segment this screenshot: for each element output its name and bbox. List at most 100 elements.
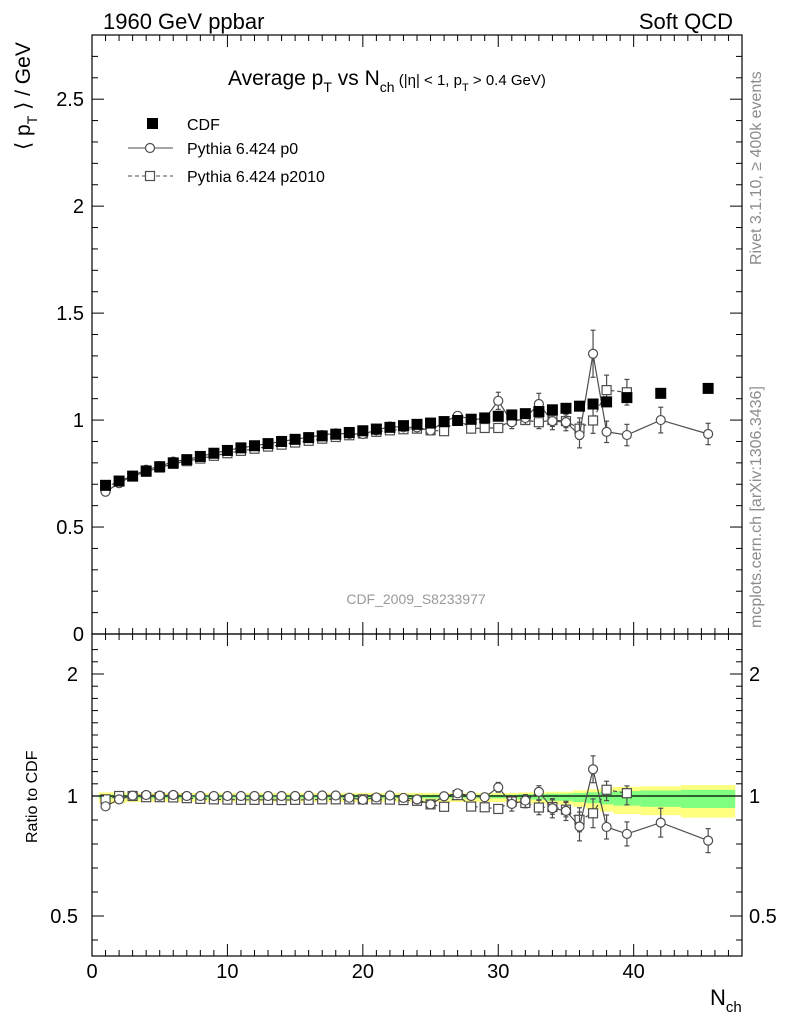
ratio-p0-point [703, 835, 714, 846]
p2010-point [533, 417, 544, 428]
cdf-point [127, 470, 139, 482]
cdf-point [221, 444, 233, 456]
cdf-point [425, 417, 437, 429]
ratio-p0-point [181, 790, 192, 802]
cdf-point [154, 461, 166, 473]
xlabel: Nch [710, 985, 742, 1016]
cdf-point [438, 416, 450, 428]
main-ytick-label: 0.5 [56, 517, 84, 539]
energy-label: 1960 GeV ppbar [103, 9, 264, 34]
xtick-label: 10 [216, 961, 238, 983]
cdf-point [235, 442, 247, 454]
p0-point [601, 426, 612, 437]
cdf-point [702, 382, 714, 394]
p0-point [560, 417, 572, 428]
main-ytick-label: 1.5 [56, 303, 84, 325]
ratio-p0-point [100, 801, 111, 812]
ratio-p0-point [398, 792, 409, 804]
ratio-band-stat [640, 790, 682, 807]
ratio-band-stat [545, 793, 560, 801]
ratio-p0-point [493, 782, 504, 793]
cdf-point [262, 438, 274, 450]
cdf-point [655, 387, 667, 399]
cdf-point [276, 435, 288, 447]
p0-point [574, 429, 585, 441]
legend: CDF Pythia 6.424 p0 Pythia 6.424 p2010 [128, 117, 325, 186]
ratio-ylabel: Ratio to CDF [24, 750, 41, 843]
cdf-point [370, 423, 382, 435]
main-ytick-label: 0 [73, 624, 84, 646]
cdf-point [100, 479, 112, 491]
cdf-point [465, 413, 477, 425]
ratio-ytick-label: 1 [67, 786, 78, 808]
ratio-band-stat [559, 793, 573, 801]
legend-label-cdf: CDF [187, 117, 220, 134]
cdf-point [316, 430, 328, 442]
ratio-p0-point [587, 764, 599, 775]
ratio-p0-point [655, 817, 666, 828]
ratio-ytick-label-right: 0.5 [749, 906, 777, 928]
cdf-point [113, 475, 125, 487]
main-ytick-label: 1 [73, 410, 84, 432]
ratio-p0-point [330, 790, 341, 801]
ratio-p2010-point [438, 801, 450, 812]
ratio-p0-point [438, 791, 450, 802]
ratio-p0-point [466, 790, 477, 802]
xtick-label: 0 [86, 961, 97, 983]
cdf-point [601, 396, 613, 408]
ratio-p0-point [574, 821, 585, 832]
ratio-p0-point [168, 789, 179, 801]
ratio-p2010-point [587, 808, 599, 819]
cdf-point [479, 412, 491, 424]
ratio-p0-point [235, 790, 247, 802]
p0-point [493, 395, 504, 406]
ratio-p0-point [208, 790, 219, 802]
ratio-p0-point [127, 790, 138, 801]
ratio-p0-point [195, 790, 206, 802]
cdf-point [519, 408, 531, 420]
ratio-band-stat [681, 789, 736, 808]
cdf-point [289, 433, 301, 445]
main-ytick-label: 2 [73, 196, 84, 218]
ratio-p2010-point [601, 784, 612, 795]
main-ytick-label: 2.5 [56, 89, 84, 111]
cdf-point [546, 404, 558, 416]
cdf-point [560, 402, 572, 414]
ratio-p0-point [154, 790, 165, 801]
cdf-point [492, 410, 504, 422]
xtick-label: 30 [487, 961, 509, 983]
ratio-p0-point [479, 792, 490, 803]
main-title: Average pT vs Nch (|η| < 1, pT > 0.4 GeV… [228, 67, 546, 95]
ratio-p0-point [547, 803, 558, 814]
ratio-p0-point [222, 790, 233, 802]
legend-label-p2010: Pythia 6.424 p2010 [187, 169, 325, 186]
cdf-point [140, 465, 152, 477]
ratio-p0-point [276, 790, 287, 802]
cdf-point [533, 406, 545, 418]
ratio-p0-point [425, 799, 436, 810]
ratio-p2010-point [479, 802, 490, 813]
ratio-p0-point [411, 794, 423, 805]
cdf-point [208, 447, 220, 459]
analysis-id: CDF_2009_S8233977 [346, 591, 486, 607]
ratio-band-stat [572, 792, 587, 802]
ratio-p2010-point [493, 803, 504, 815]
cdf-point [397, 420, 409, 432]
cdf-point [411, 418, 423, 430]
ratio-p0-point [141, 789, 152, 801]
ratio-p2010-point [533, 802, 544, 813]
cdf-point [621, 392, 633, 404]
rivet-label: Rivet 3.1.10, ≥ 400k events [748, 71, 765, 265]
ratio-p0-point [560, 805, 572, 816]
legend-marker-cdf [147, 118, 158, 129]
legend-marker-p0 [144, 142, 156, 154]
ratio-p0-point [262, 790, 274, 802]
category-label: Soft QCD [639, 9, 733, 34]
ratio-p0-point [249, 790, 260, 802]
ratio-band-stat [586, 792, 600, 804]
legend-label-p0: Pythia 6.424 p0 [187, 141, 298, 158]
ratio-p0-point [506, 798, 517, 810]
cdf-point [574, 400, 585, 412]
cdf-point [167, 457, 179, 469]
